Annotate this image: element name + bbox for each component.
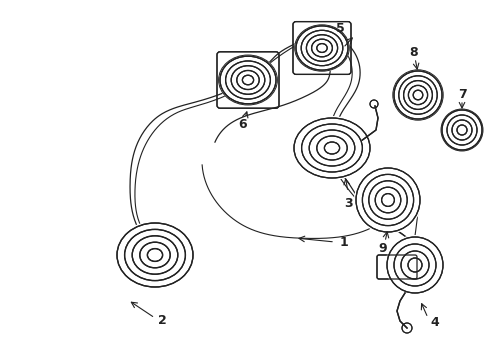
Text: 2: 2 (158, 314, 167, 327)
Ellipse shape (218, 54, 278, 106)
Text: 9: 9 (379, 242, 387, 255)
Text: 5: 5 (336, 22, 344, 35)
Text: 8: 8 (410, 45, 418, 58)
Ellipse shape (354, 166, 422, 234)
Text: 3: 3 (343, 197, 352, 210)
Ellipse shape (292, 116, 372, 180)
Text: 7: 7 (458, 89, 466, 102)
Ellipse shape (294, 24, 350, 72)
Ellipse shape (385, 235, 445, 295)
Text: 1: 1 (340, 235, 349, 248)
Ellipse shape (440, 108, 484, 152)
Text: 6: 6 (239, 118, 247, 131)
Ellipse shape (115, 221, 195, 289)
Ellipse shape (392, 69, 444, 121)
Text: 4: 4 (430, 315, 439, 328)
